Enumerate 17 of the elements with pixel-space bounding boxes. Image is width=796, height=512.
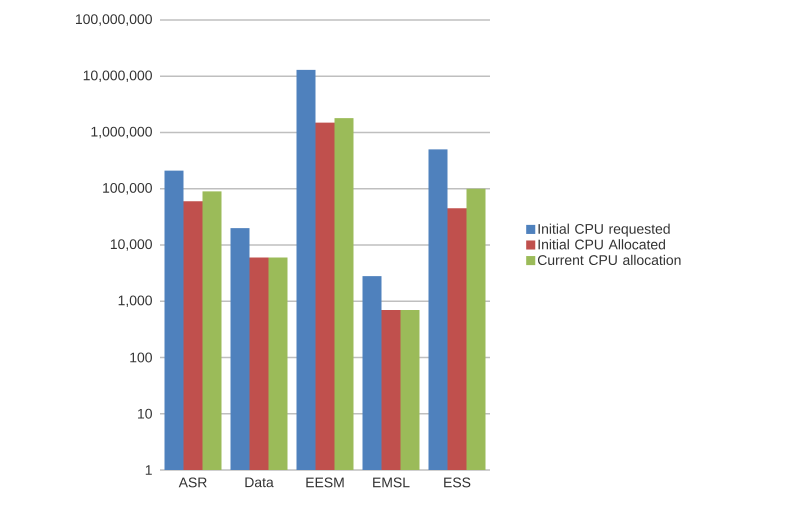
y-tick-label: 100 xyxy=(130,352,152,362)
x-tick-label: EMSL xyxy=(373,477,410,488)
y-tick-label: 10,000 xyxy=(110,239,152,251)
y-tick-label: 10,000,000 xyxy=(84,70,152,82)
y-tick-label: 1,000,000 xyxy=(92,126,152,138)
legend-label: Initial CPU requested xyxy=(538,224,670,237)
y-tick-label: 100,000 xyxy=(103,182,152,195)
x-tick-label: ASR xyxy=(178,477,207,488)
x-tick-label: EESM xyxy=(306,477,344,488)
y-tick-label: 10 xyxy=(138,408,152,419)
y-tick-label: 100,000,000 xyxy=(76,14,152,26)
y-tick-label: 1,000 xyxy=(118,295,152,308)
legend-label: Initial CPU Allocated xyxy=(538,239,666,250)
x-tick-label: ESS xyxy=(444,477,470,488)
legend-label: Current CPU allocation xyxy=(538,254,681,266)
y-tick-label: 1 xyxy=(146,465,152,475)
x-tick-label: Data xyxy=(245,478,274,488)
